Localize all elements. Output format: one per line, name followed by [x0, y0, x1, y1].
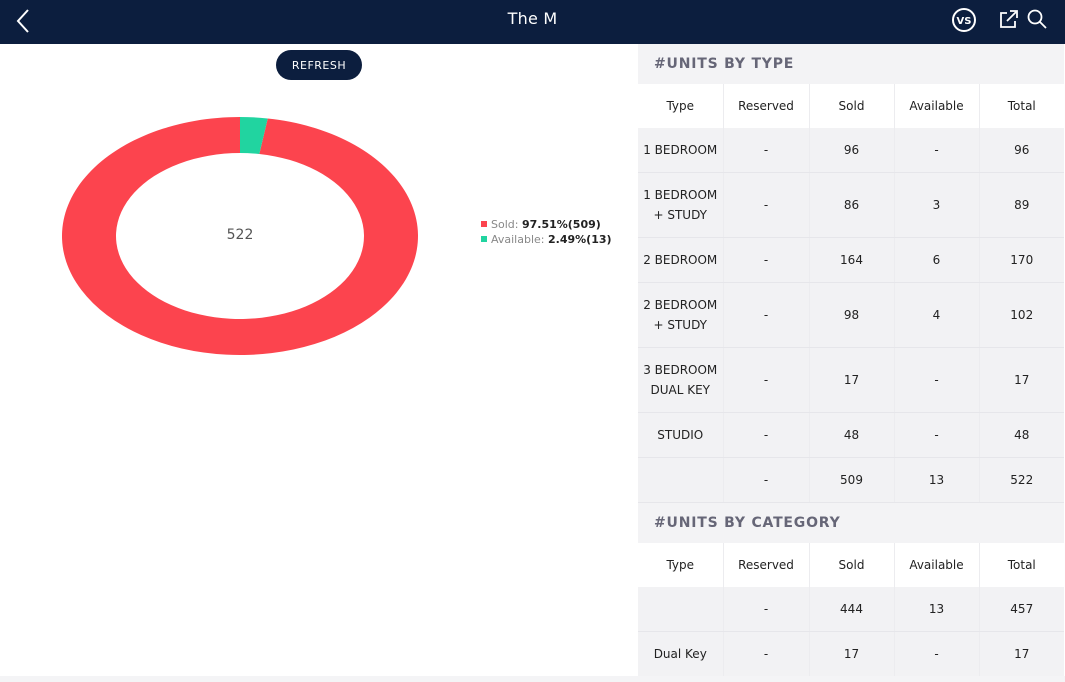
column-header: Reserved — [723, 543, 810, 587]
reserved-cell: - — [723, 587, 810, 632]
sold-cell: 86 — [809, 172, 895, 238]
type-cell: Dual Key — [638, 631, 724, 677]
vs-label: VS — [957, 16, 972, 27]
total-cell: 96 — [979, 128, 1064, 173]
table-total-row: - 509 13 522 — [638, 457, 1064, 503]
sold-cell: 509 — [809, 457, 895, 503]
units-by-category-header: #UNITS BY CATEGORY — [638, 503, 1064, 543]
donut-slice-sold[interactable] — [62, 117, 418, 355]
table-row: 1 BEDROOM - 96 - 96 — [638, 128, 1064, 173]
type-cell: 2 BEDROOM + STUDY — [638, 282, 724, 348]
available-cell: 6 — [894, 237, 980, 283]
units-by-category-table: Type Reserved Sold Available Total - 444… — [638, 543, 1064, 677]
table-row: - 444 13 457 — [638, 587, 1064, 632]
available-cell: 13 — [894, 587, 980, 632]
total-cell: 522 — [979, 457, 1064, 503]
chevron-left-icon — [16, 9, 29, 33]
reserved-cell: - — [723, 347, 810, 413]
type-cell: 2 BEDROOM — [638, 237, 724, 283]
column-header: Available — [894, 84, 980, 128]
page-title: The M — [507, 9, 558, 28]
legend-label: Sold: — [491, 218, 519, 231]
sold-cell: 96 — [809, 128, 895, 173]
reserved-cell: - — [723, 412, 810, 458]
reserved-cell: - — [723, 172, 810, 238]
reserved-cell: - — [723, 282, 810, 348]
search-icon — [1027, 9, 1047, 29]
legend-item-sold[interactable]: Sold: 97.51%(509) — [481, 217, 612, 232]
table-row: 2 BEDROOM + STUDY - 98 4 102 — [638, 282, 1064, 348]
back-button[interactable] — [10, 6, 38, 36]
donut-slice-available[interactable] — [240, 117, 268, 155]
reserved-cell: - — [723, 237, 810, 283]
column-header: Total — [979, 543, 1064, 587]
legend-swatch-available — [481, 236, 487, 242]
column-header: Type — [638, 543, 724, 587]
legend-value: 2.49%(13) — [548, 233, 612, 246]
table-header-row: Type Reserved Sold Available Total — [638, 84, 1064, 128]
total-cell: 17 — [979, 631, 1064, 677]
table-row: 2 BEDROOM - 164 6 170 — [638, 237, 1064, 283]
units-by-type-header: #UNITS BY TYPE — [638, 44, 1064, 84]
total-cell: 170 — [979, 237, 1064, 283]
sold-cell: 444 — [809, 587, 895, 632]
sold-cell: 17 — [809, 347, 895, 413]
table-row: 1 BEDROOM + STUDY - 86 3 89 — [638, 172, 1064, 238]
table-row: Dual Key - 17 - 17 — [638, 631, 1064, 677]
legend-value: 97.51%(509) — [521, 218, 601, 231]
available-cell: 4 — [894, 282, 980, 348]
total-cell: 89 — [979, 172, 1064, 238]
total-cell: 17 — [979, 347, 1064, 413]
sold-cell: 98 — [809, 282, 895, 348]
type-cell: 3 BEDROOM DUAL KEY — [638, 347, 724, 413]
legend-label: Available: — [491, 233, 545, 246]
type-cell — [638, 587, 724, 632]
units-panel: #UNITS BY TYPE Type Reserved Sold Availa… — [638, 44, 1064, 677]
type-cell: STUDIO — [638, 412, 724, 458]
sold-cell: 164 — [809, 237, 895, 283]
type-cell: 1 BEDROOM — [638, 128, 724, 173]
share-icon — [1000, 10, 1018, 28]
column-header: Sold — [809, 543, 895, 587]
top-bar: The M VS — [0, 0, 1065, 44]
reserved-cell: - — [723, 128, 810, 173]
total-cell: 102 — [979, 282, 1064, 348]
available-cell: - — [894, 412, 980, 458]
search-button[interactable] — [1026, 8, 1048, 30]
refresh-button[interactable]: REFRESH — [276, 50, 362, 80]
type-cell — [638, 457, 724, 503]
column-header: Total — [979, 84, 1064, 128]
legend-swatch-sold — [481, 221, 487, 227]
total-cell: 457 — [979, 587, 1064, 632]
units-by-type-table: Type Reserved Sold Available Total 1 BED… — [638, 84, 1064, 503]
column-header: Available — [894, 543, 980, 587]
column-header: Sold — [809, 84, 895, 128]
compare-button[interactable]: VS — [951, 7, 977, 33]
sold-cell: 17 — [809, 631, 895, 677]
table-header-row: Type Reserved Sold Available Total — [638, 543, 1064, 587]
column-header: Reserved — [723, 84, 810, 128]
type-cell: 1 BEDROOM + STUDY — [638, 172, 724, 238]
total-cell: 48 — [979, 412, 1064, 458]
legend-item-available[interactable]: Available: 2.49%(13) — [481, 232, 612, 247]
vs-icon: VS — [952, 8, 976, 32]
available-cell: - — [894, 631, 980, 677]
share-button[interactable] — [998, 8, 1020, 30]
available-cell: - — [894, 347, 980, 413]
donut-chart: 522 — [60, 115, 420, 357]
available-cell: 3 — [894, 172, 980, 238]
bottom-strip — [0, 676, 1065, 682]
sold-cell: 48 — [809, 412, 895, 458]
donut-center-label: 522 — [226, 227, 254, 243]
donut-svg — [62, 117, 418, 355]
available-cell: 13 — [894, 457, 980, 503]
reserved-cell: - — [723, 631, 810, 677]
table-row: 3 BEDROOM DUAL KEY - 17 - 17 — [638, 347, 1064, 413]
reserved-cell: - — [723, 457, 810, 503]
available-cell: - — [894, 128, 980, 173]
chart-legend: Sold: 97.51%(509) Available: 2.49%(13) — [481, 217, 612, 247]
column-header: Type — [638, 84, 724, 128]
table-row: STUDIO - 48 - 48 — [638, 412, 1064, 458]
